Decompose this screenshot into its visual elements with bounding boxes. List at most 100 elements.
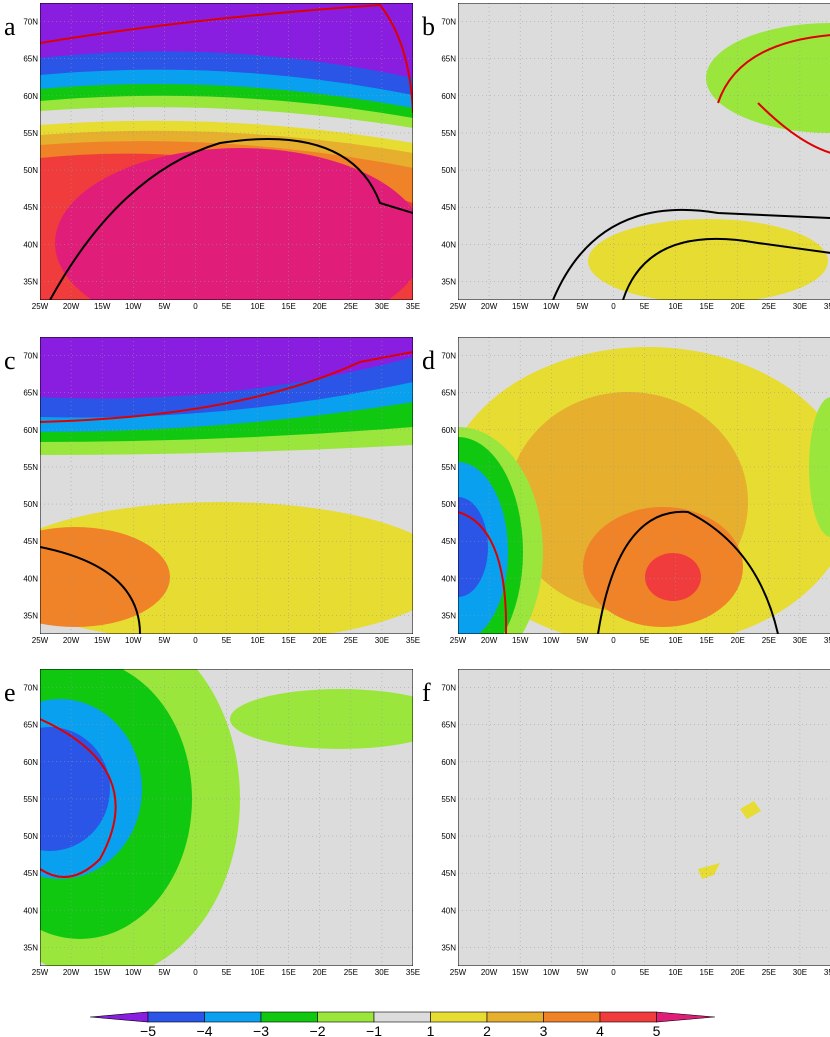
y-tick-label: 55N [23,463,38,472]
x-tick-label: 20W [63,636,80,645]
colorbar-segment [430,1011,488,1023]
panel-label: b [422,12,435,41]
x-tick-label: 30E [375,302,389,311]
y-tick-label: 60N [23,92,38,101]
shaded-region [740,801,761,819]
map-panel: 25W 20W 15W 10W 5W 0 5E 10E 15E 20E 25E 30E 35E 35N 40… [4,669,420,977]
y-tick-label: 65N [441,389,456,398]
y-tick-label: 35N [441,943,456,952]
x-tick-label: 5W [576,636,588,645]
x-tick-label: 20E [731,968,745,977]
x-tick-label: 0 [611,968,616,977]
x-tick-label: 35E [824,636,830,645]
colorbar-segment [543,1011,601,1023]
colorbar-label: −2 [310,1023,326,1037]
x-tick-label: 15W [512,968,529,977]
y-tick-label: 45N [441,203,456,212]
x-tick-label: 25W [450,968,467,977]
x-tick-label: 20W [63,968,80,977]
y-tick-label: 60N [23,758,38,767]
map-panel: 25W 20W 15W 10W 5W 0 5E 10E 15E 20E 25E 30E 35E 35N 40… [422,3,830,311]
x-tick-label: 15W [94,968,111,977]
colorbar-label: 4 [596,1023,604,1037]
map-area [458,669,830,966]
contour [49,138,413,300]
x-tick-label: 15W [94,636,111,645]
x-tick-label: 20W [63,302,80,311]
y-tick-label: 50N [23,166,38,175]
x-tick-label: 0 [193,302,198,311]
shaded-region [706,23,830,133]
x-tick-label: 30E [375,636,389,645]
x-tick-label: 0 [193,968,198,977]
colorbar-label: −5 [140,1023,156,1037]
y-tick-label: 50N [441,500,456,509]
panel-label: c [4,346,16,375]
y-tick-label: 60N [23,426,38,435]
colorbar-segment [260,1011,318,1023]
colorbar-segment [599,1011,657,1023]
x-tick-label: 10W [125,302,142,311]
x-tick-label: 5E [640,968,650,977]
panel-label: e [4,678,16,707]
x-tick-label: 15E [700,636,714,645]
x-tick-label: 15E [282,636,296,645]
colorbar-segment [486,1011,544,1023]
y-tick-label: 40N [23,240,38,249]
colorbar-segment [656,1011,716,1023]
contour [40,3,413,114]
x-tick-label: 10E [250,636,264,645]
x-tick-label: 10W [543,636,560,645]
y-tick-label: 55N [441,129,456,138]
map-panel: 25W 20W 15W 10W 5W 0 5E 10E 15E 20E 25E 30E 35E 35N 40… [4,3,420,311]
x-tick-label: 5E [222,302,232,311]
contour [40,351,413,423]
x-tick-label: 5W [158,636,170,645]
x-tick-label: 25E [762,636,776,645]
x-tick-label: 10W [543,968,560,977]
x-tick-label: 25W [32,302,49,311]
shaded-region [698,863,720,879]
x-tick-label: 15W [512,302,529,311]
x-tick-label: 25W [32,968,49,977]
y-tick-label: 70N [23,684,38,693]
y-tick-label: 40N [23,574,38,583]
y-tick-label: 70N [441,684,456,693]
y-tick-label: 40N [441,574,456,583]
y-tick-label: 45N [23,537,38,546]
colorbar: −5 −4 −3 −2 −1 1 2 3 4 5 [89,1011,716,1037]
y-tick-label: 65N [23,55,38,64]
y-tick-label: 45N [441,869,456,878]
x-tick-label: 35E [824,302,830,311]
contour [622,237,830,300]
y-tick-label: 35N [23,943,38,952]
x-tick-label: 15E [700,968,714,977]
shaded-region [458,669,830,966]
shaded-region [230,689,413,749]
colorbar-segment [317,1011,375,1023]
colorbar-label: 1 [427,1023,435,1037]
colorbar-label: 3 [540,1023,548,1037]
map-panel: 25W 20W 15W 10W 5W 0 5E 10E 15E 20E 25E 30E 35E 35N 40… [422,669,830,977]
x-tick-label: 30E [793,636,807,645]
y-tick-label: 55N [441,795,456,804]
contour [40,546,141,634]
x-tick-label: 10E [668,636,682,645]
y-tick-label: 45N [441,537,456,546]
y-tick-label: 70N [23,18,38,27]
panel-label: f [422,678,431,707]
x-tick-label: 30E [793,968,807,977]
shaded-region [458,497,488,597]
y-tick-label: 45N [23,869,38,878]
x-tick-label: 15E [282,968,296,977]
x-tick-label: 0 [611,636,616,645]
x-tick-label: 0 [193,636,198,645]
colorbar-segment [147,1011,205,1023]
contour [717,34,830,154]
map-area [40,337,413,634]
contour [597,510,779,634]
y-tick-label: 60N [441,92,456,101]
x-tick-label: 35E [824,968,830,977]
x-tick-label: 10E [250,968,264,977]
